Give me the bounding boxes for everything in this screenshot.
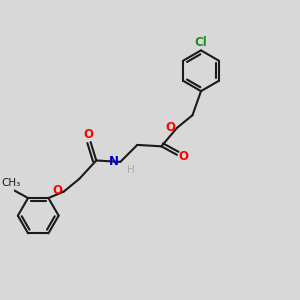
Text: Cl: Cl xyxy=(195,36,207,49)
Text: CH₃: CH₃ xyxy=(2,178,21,188)
Text: O: O xyxy=(83,128,93,141)
Text: N: N xyxy=(109,155,119,168)
Text: H: H xyxy=(128,165,135,175)
Text: O: O xyxy=(178,150,188,163)
Text: O: O xyxy=(165,121,175,134)
Text: O: O xyxy=(52,184,62,197)
